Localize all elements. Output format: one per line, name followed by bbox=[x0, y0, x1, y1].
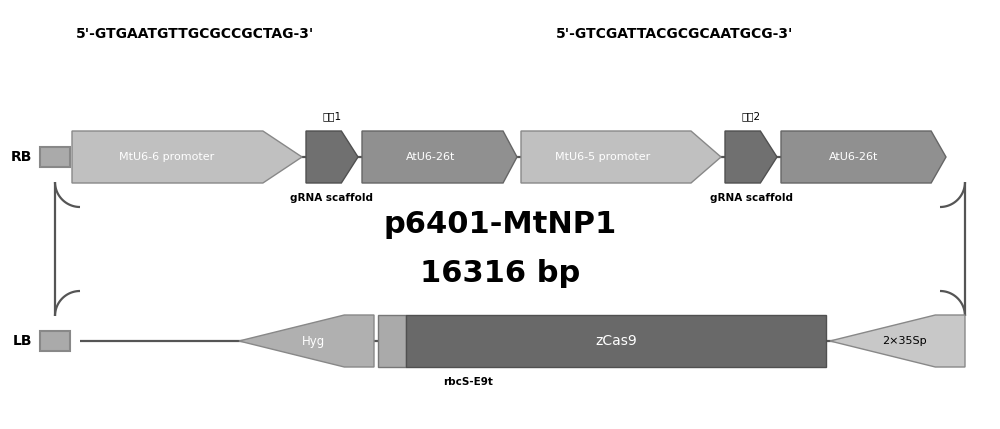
Text: MtU6-6 promoter: MtU6-6 promoter bbox=[119, 152, 214, 162]
Text: MtU6-5 promoter: MtU6-5 promoter bbox=[555, 152, 651, 162]
Text: gRNA scaffold: gRNA scaffold bbox=[710, 193, 792, 203]
Bar bbox=[406, 315, 826, 367]
Text: 16316 bp: 16316 bp bbox=[420, 260, 580, 288]
Bar bbox=[378, 315, 406, 367]
Text: 2×35Sp: 2×35Sp bbox=[882, 336, 927, 346]
Text: 靶点2: 靶点2 bbox=[741, 111, 761, 121]
Bar bbox=[40, 147, 70, 167]
Bar bbox=[40, 331, 70, 351]
Polygon shape bbox=[239, 315, 374, 367]
Text: Hyg: Hyg bbox=[302, 335, 325, 347]
Polygon shape bbox=[72, 131, 302, 183]
Polygon shape bbox=[830, 315, 965, 367]
Text: AtU6-26t: AtU6-26t bbox=[829, 152, 878, 162]
Polygon shape bbox=[306, 131, 358, 183]
Text: gRNA scaffold: gRNA scaffold bbox=[290, 193, 373, 203]
Polygon shape bbox=[781, 131, 946, 183]
Text: LB: LB bbox=[12, 334, 32, 348]
Text: zCas9: zCas9 bbox=[595, 334, 637, 348]
Text: AtU6-26t: AtU6-26t bbox=[406, 152, 455, 162]
Text: p6401-MtNP1: p6401-MtNP1 bbox=[383, 209, 617, 239]
Polygon shape bbox=[521, 131, 721, 183]
Text: 5'-GTGAATGTTGCGCCGCTAG-3': 5'-GTGAATGTTGCGCCGCTAG-3' bbox=[76, 27, 314, 41]
Text: 5'-GTCGATTACGCGCAATGCG-3': 5'-GTCGATTACGCGCAATGCG-3' bbox=[556, 27, 794, 41]
Text: 靶点1: 靶点1 bbox=[322, 111, 342, 121]
Polygon shape bbox=[725, 131, 777, 183]
Polygon shape bbox=[362, 131, 517, 183]
Text: RB: RB bbox=[11, 150, 32, 164]
Text: rbcS-E9t: rbcS-E9t bbox=[443, 377, 493, 387]
